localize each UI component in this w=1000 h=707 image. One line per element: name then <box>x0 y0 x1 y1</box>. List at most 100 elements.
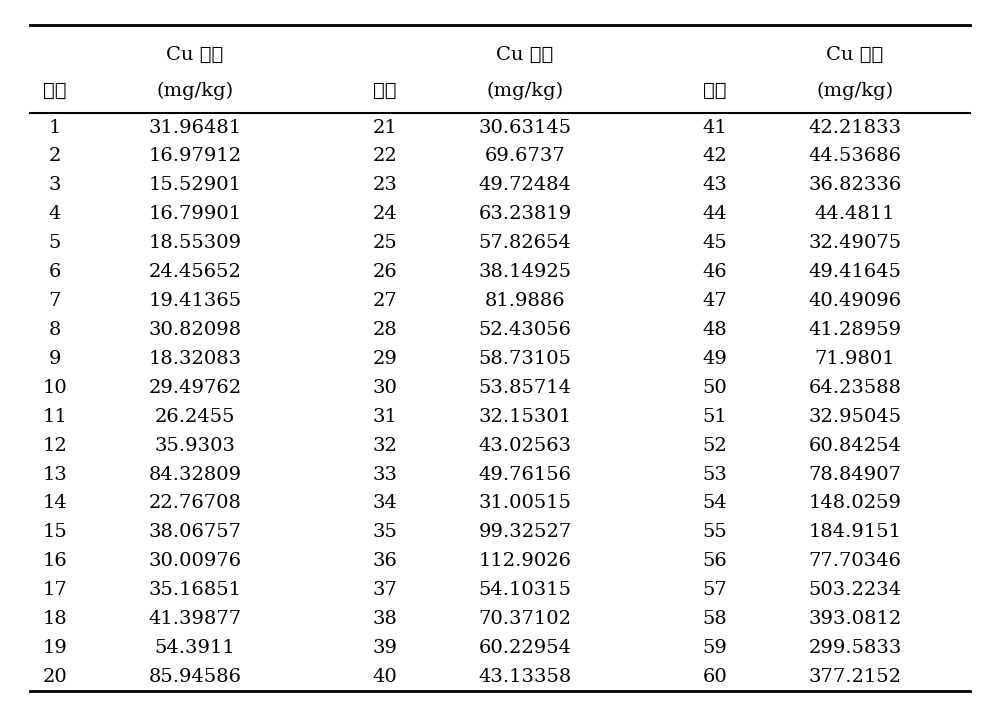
Text: 32.49075: 32.49075 <box>808 234 902 252</box>
Text: 63.23819: 63.23819 <box>478 205 572 223</box>
Text: 60.22954: 60.22954 <box>479 639 572 657</box>
Text: 32.95045: 32.95045 <box>808 408 902 426</box>
Text: 25: 25 <box>373 234 397 252</box>
Text: 8: 8 <box>49 321 61 339</box>
Text: 32.15301: 32.15301 <box>478 408 572 426</box>
Text: 43.13358: 43.13358 <box>478 668 572 686</box>
Text: 30.63145: 30.63145 <box>478 119 572 136</box>
Text: 52: 52 <box>703 437 727 455</box>
Text: 18.55309: 18.55309 <box>148 234 242 252</box>
Text: 9: 9 <box>49 350 61 368</box>
Text: Cu 含量: Cu 含量 <box>166 46 224 64</box>
Text: 29: 29 <box>373 350 397 368</box>
Text: 55: 55 <box>703 523 727 542</box>
Text: 序号: 序号 <box>703 81 727 100</box>
Text: 18.32083: 18.32083 <box>148 350 242 368</box>
Text: 45: 45 <box>703 234 727 252</box>
Text: 38.06757: 38.06757 <box>148 523 242 542</box>
Text: 47: 47 <box>703 292 727 310</box>
Text: 43: 43 <box>703 177 727 194</box>
Text: 28: 28 <box>373 321 397 339</box>
Text: 10: 10 <box>43 379 67 397</box>
Text: 41.39877: 41.39877 <box>148 610 242 628</box>
Text: 32: 32 <box>373 437 397 455</box>
Text: 50: 50 <box>703 379 727 397</box>
Text: 23: 23 <box>373 177 397 194</box>
Text: 3: 3 <box>49 177 61 194</box>
Text: 54: 54 <box>703 494 727 513</box>
Text: 35.9303: 35.9303 <box>154 437 236 455</box>
Text: 58.73105: 58.73105 <box>479 350 572 368</box>
Text: 40.49096: 40.49096 <box>808 292 902 310</box>
Text: 503.2234: 503.2234 <box>808 581 902 600</box>
Text: 4: 4 <box>49 205 61 223</box>
Text: 26.2455: 26.2455 <box>155 408 235 426</box>
Text: 99.32527: 99.32527 <box>478 523 572 542</box>
Text: 序号: 序号 <box>373 81 397 100</box>
Text: 299.5833: 299.5833 <box>808 639 902 657</box>
Text: 29.49762: 29.49762 <box>148 379 242 397</box>
Text: 51: 51 <box>703 408 727 426</box>
Text: 44: 44 <box>703 205 727 223</box>
Text: 26: 26 <box>373 263 397 281</box>
Text: 184.9151: 184.9151 <box>808 523 902 542</box>
Text: 84.32809: 84.32809 <box>148 466 242 484</box>
Text: 12: 12 <box>43 437 67 455</box>
Text: 30.00976: 30.00976 <box>148 552 242 571</box>
Text: 112.9026: 112.9026 <box>479 552 572 571</box>
Text: 15.52901: 15.52901 <box>148 177 242 194</box>
Text: 11: 11 <box>43 408 67 426</box>
Text: 49.72484: 49.72484 <box>479 177 572 194</box>
Text: 60: 60 <box>703 668 727 686</box>
Text: 36: 36 <box>373 552 397 571</box>
Text: 2: 2 <box>49 148 61 165</box>
Text: 49: 49 <box>703 350 727 368</box>
Text: 78.84907: 78.84907 <box>808 466 902 484</box>
Text: 377.2152: 377.2152 <box>808 668 902 686</box>
Text: 20: 20 <box>43 668 67 686</box>
Text: 35.16851: 35.16851 <box>148 581 242 600</box>
Text: 42: 42 <box>703 148 727 165</box>
Text: 42.21833: 42.21833 <box>808 119 902 136</box>
Text: 44.53686: 44.53686 <box>808 148 902 165</box>
Text: 148.0259: 148.0259 <box>808 494 902 513</box>
Text: 39: 39 <box>372 639 398 657</box>
Text: 1: 1 <box>49 119 61 136</box>
Text: 52.43056: 52.43056 <box>479 321 572 339</box>
Text: Cu 含量: Cu 含量 <box>496 46 554 64</box>
Text: 6: 6 <box>49 263 61 281</box>
Text: 54.10315: 54.10315 <box>479 581 572 600</box>
Text: 393.0812: 393.0812 <box>808 610 902 628</box>
Text: 15: 15 <box>43 523 67 542</box>
Text: 53.85714: 53.85714 <box>479 379 572 397</box>
Text: 22.76708: 22.76708 <box>149 494 241 513</box>
Text: 41: 41 <box>703 119 727 136</box>
Text: 54.3911: 54.3911 <box>155 639 235 657</box>
Text: 71.9801: 71.9801 <box>815 350 895 368</box>
Text: 5: 5 <box>49 234 61 252</box>
Text: 57.82654: 57.82654 <box>479 234 571 252</box>
Text: 40: 40 <box>373 668 397 686</box>
Text: 30: 30 <box>373 379 397 397</box>
Text: 14: 14 <box>43 494 67 513</box>
Text: 44.4811: 44.4811 <box>815 205 895 223</box>
Text: 24: 24 <box>373 205 397 223</box>
Text: 13: 13 <box>43 466 67 484</box>
Text: 41.28959: 41.28959 <box>808 321 902 339</box>
Text: 21: 21 <box>373 119 397 136</box>
Text: 85.94586: 85.94586 <box>148 668 242 686</box>
Text: 33: 33 <box>372 466 398 484</box>
Text: 18: 18 <box>43 610 67 628</box>
Text: 38.14925: 38.14925 <box>478 263 572 281</box>
Text: 53: 53 <box>703 466 727 484</box>
Text: (mg/kg): (mg/kg) <box>816 81 894 100</box>
Text: 7: 7 <box>49 292 61 310</box>
Text: 37: 37 <box>373 581 397 600</box>
Text: 60.84254: 60.84254 <box>809 437 901 455</box>
Text: 16.97912: 16.97912 <box>148 148 242 165</box>
Text: 49.76156: 49.76156 <box>479 466 572 484</box>
Text: 31.00515: 31.00515 <box>479 494 572 513</box>
Text: 31: 31 <box>373 408 397 426</box>
Text: 69.6737: 69.6737 <box>485 148 565 165</box>
Text: 77.70346: 77.70346 <box>808 552 902 571</box>
